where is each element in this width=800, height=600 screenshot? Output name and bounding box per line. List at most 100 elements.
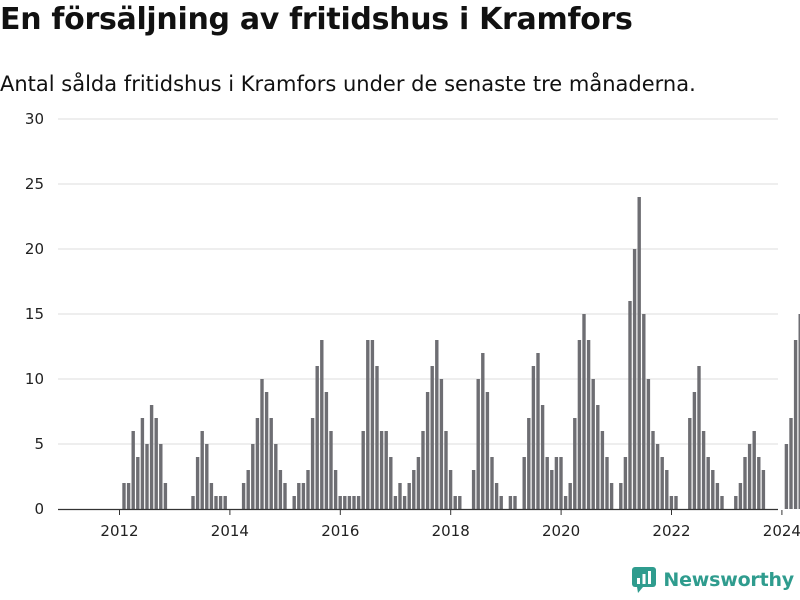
bar: [278, 470, 283, 509]
bar: [573, 418, 577, 509]
bar: [669, 496, 674, 509]
bar: [223, 496, 227, 509]
bar: [798, 314, 800, 509]
bar: [582, 314, 586, 509]
bar: [347, 496, 352, 509]
bar: [752, 431, 756, 509]
bar: [366, 340, 370, 509]
bar: [402, 496, 407, 509]
bar: [453, 496, 457, 509]
bar: [609, 483, 614, 509]
bar: [637, 197, 641, 509]
bar: [283, 483, 287, 509]
bar: [784, 444, 789, 509]
bar: [412, 470, 416, 509]
bar: [485, 392, 490, 509]
bar: [513, 496, 517, 509]
bar: [159, 444, 163, 509]
x-tick-label: 2014: [211, 522, 249, 540]
bar: [398, 483, 402, 509]
bar: [623, 457, 628, 509]
bar: [481, 353, 485, 509]
bar: [384, 431, 388, 509]
bar: [439, 379, 444, 509]
bar: [218, 496, 223, 509]
bar: [292, 496, 296, 509]
y-tick-label: 0: [34, 500, 44, 518]
bar: [545, 457, 549, 509]
bar: [490, 457, 494, 509]
x-tick-label: 2016: [321, 522, 359, 540]
bar: [554, 457, 559, 509]
bar: [264, 392, 269, 509]
chart-title: En försäljning av fritidshus i Kramfors: [0, 2, 633, 37]
bar: [550, 470, 554, 509]
bar: [200, 431, 204, 509]
bar: [329, 431, 333, 509]
bar: [140, 418, 145, 509]
bar: [499, 496, 503, 509]
bar: [701, 431, 706, 509]
bar: [789, 418, 793, 509]
bar: [379, 431, 384, 509]
bar: [407, 483, 411, 509]
bar: [246, 470, 250, 509]
bar: [596, 405, 600, 509]
bar: [720, 496, 724, 509]
y-tick-label: 5: [34, 435, 44, 453]
bar: [297, 483, 301, 509]
bar: [444, 431, 448, 509]
bar: [632, 249, 637, 509]
bar: [251, 444, 255, 509]
bar: [747, 444, 752, 509]
bar: [126, 483, 131, 509]
bar: [715, 483, 720, 509]
brand-name: Newsworthy: [663, 569, 794, 591]
bar: [136, 457, 140, 509]
y-tick-label: 30: [25, 110, 44, 128]
bar: [324, 392, 329, 509]
newsworthy-logo-icon: [632, 567, 657, 593]
bar: [586, 340, 591, 509]
bar: [241, 483, 246, 509]
brand-logo[interactable]: Newsworthy: [631, 566, 794, 594]
bar: [333, 470, 338, 509]
bar: [540, 405, 545, 509]
bar: [425, 392, 430, 509]
bar: [163, 483, 168, 509]
bar: [761, 470, 766, 509]
bar: [301, 483, 306, 509]
x-tick-label: 2022: [652, 522, 690, 540]
bar: [131, 431, 135, 509]
bar: [356, 496, 361, 509]
bar: [361, 431, 365, 509]
bar: [646, 379, 651, 509]
bar: [393, 496, 398, 509]
bar: [370, 340, 375, 509]
bar: [315, 366, 319, 509]
bar: [255, 418, 260, 509]
bar: [214, 496, 218, 509]
bar: [191, 496, 195, 509]
bar: [563, 496, 568, 509]
bar: [734, 496, 738, 509]
bar: [195, 457, 200, 509]
bar: [154, 418, 158, 509]
bar: [320, 340, 324, 509]
y-tick-label: 15: [25, 305, 44, 323]
bar: [508, 496, 513, 509]
bar: [619, 483, 623, 509]
bar: [600, 431, 605, 509]
bar: [522, 457, 526, 509]
bar: [665, 470, 669, 509]
bar: [209, 483, 214, 509]
bar: [389, 457, 393, 509]
bar: [651, 431, 655, 509]
bar: [274, 444, 278, 509]
bar: [527, 418, 531, 509]
x-tick-label: 2020: [542, 522, 580, 540]
bar: [706, 457, 710, 509]
x-tick-label: 2018: [432, 522, 470, 540]
bar: [430, 366, 434, 509]
